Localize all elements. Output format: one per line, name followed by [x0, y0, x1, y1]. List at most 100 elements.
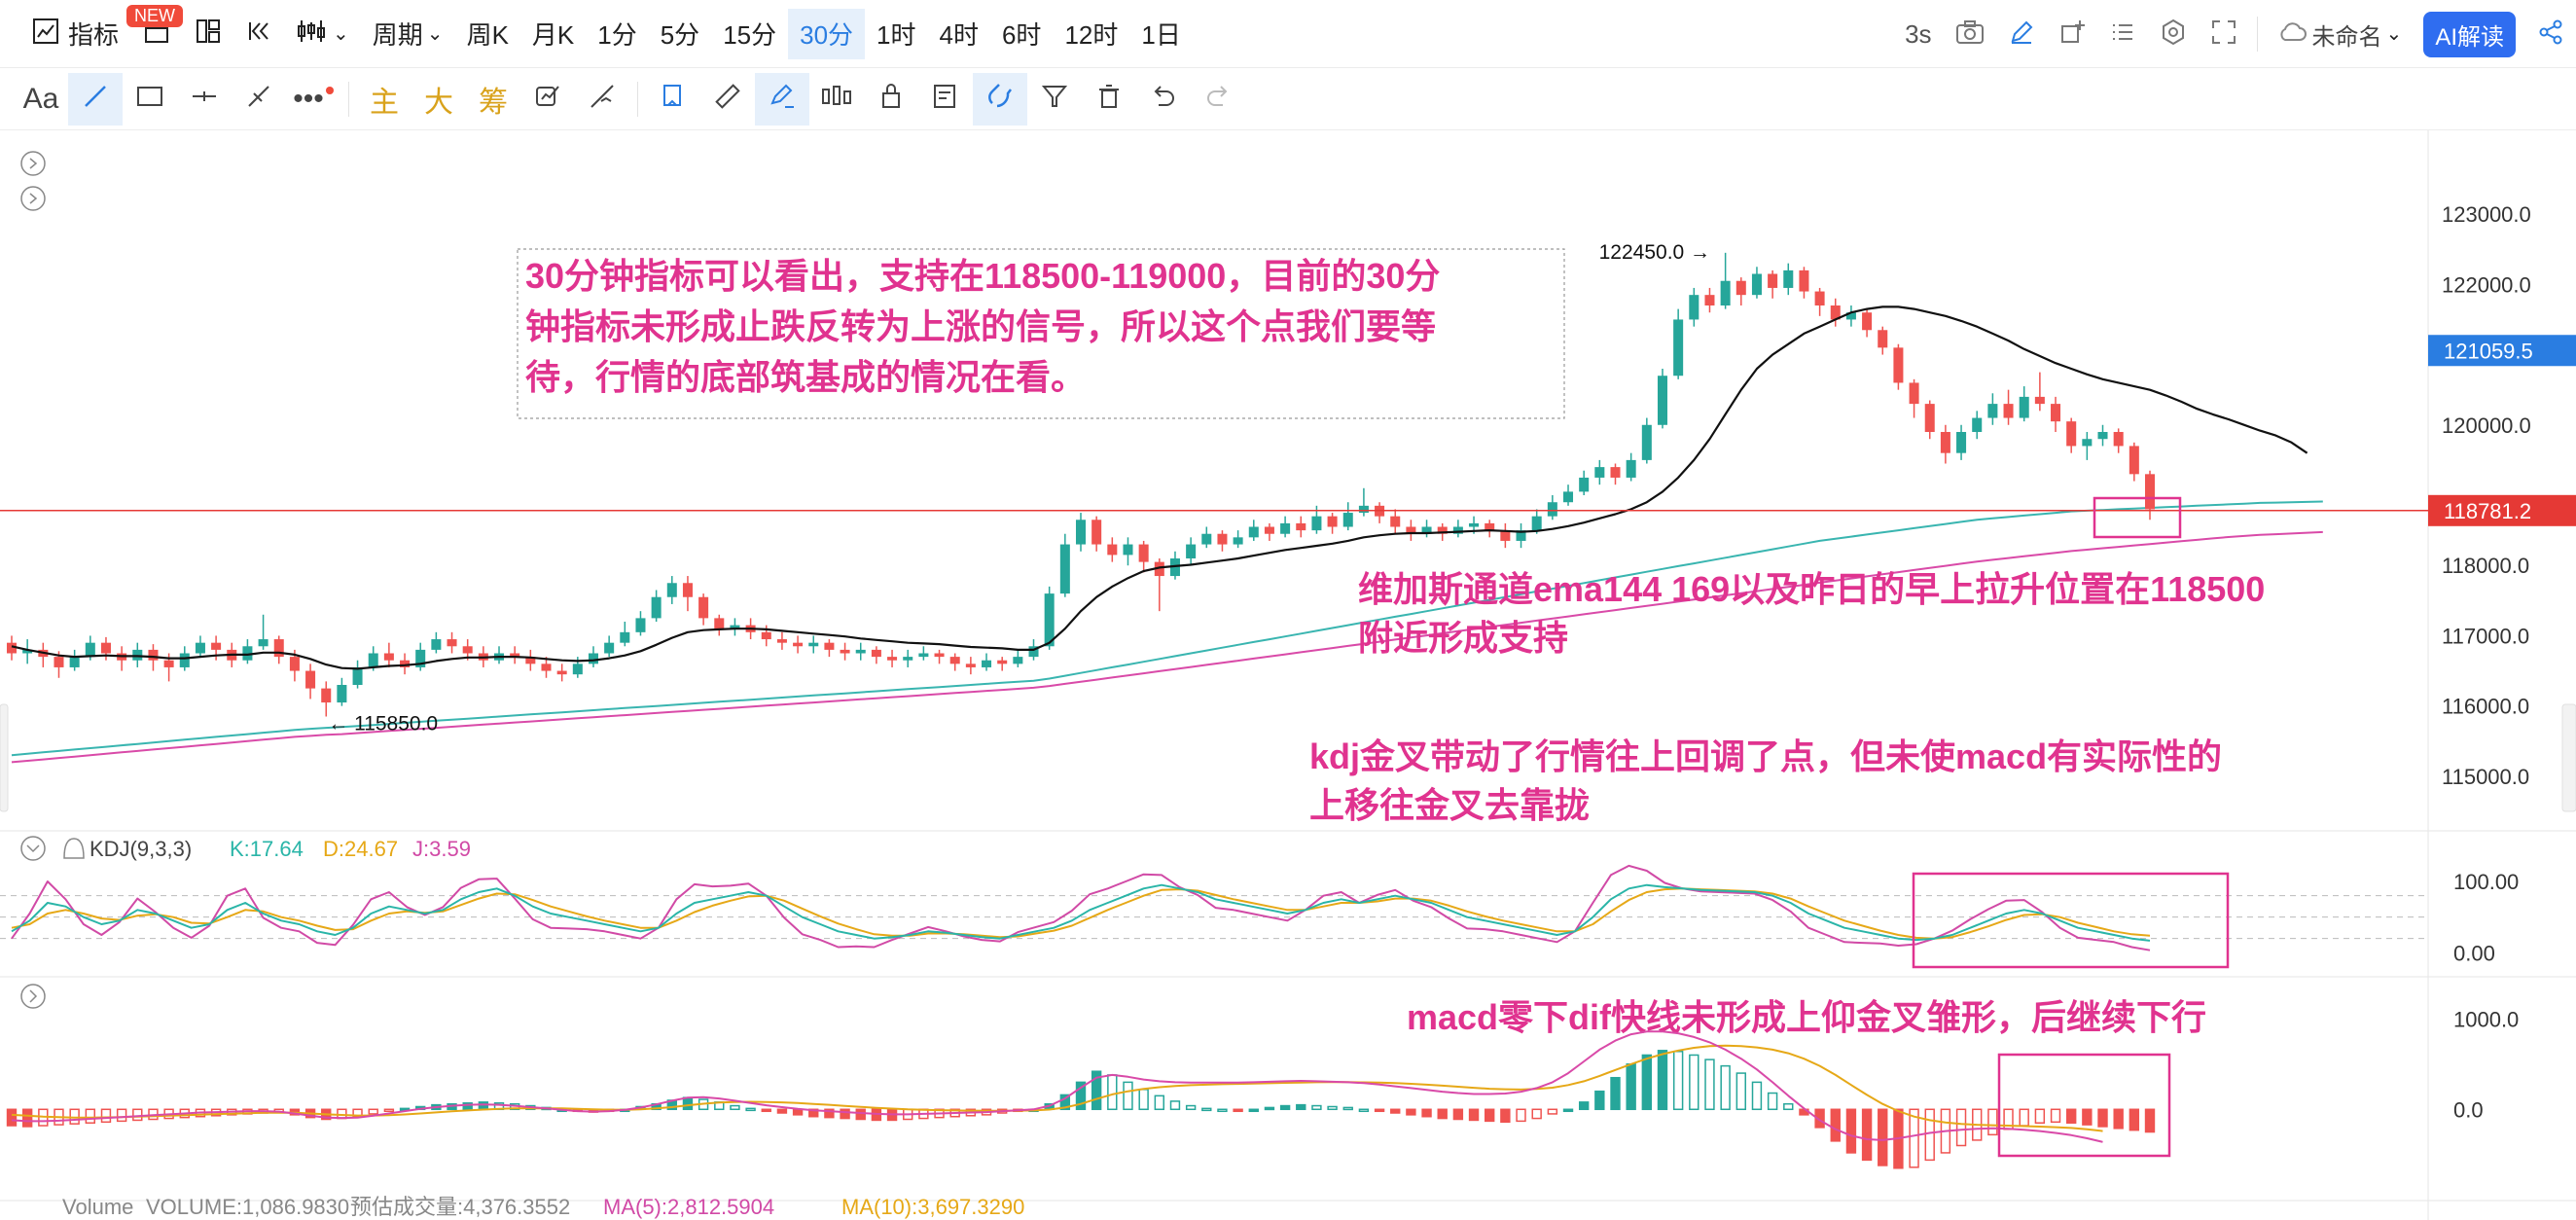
chip-tool[interactable]: 筹 [479, 86, 508, 119]
candle-body [871, 649, 881, 658]
period-tab[interactable]: 6时 [1001, 20, 1042, 50]
candle-body [368, 653, 378, 667]
ruler-tool[interactable] [700, 73, 755, 126]
candle-body [1123, 544, 1133, 556]
draw-mode-tool[interactable] [755, 72, 809, 126]
refresh-interval[interactable]: 3s [1893, 9, 1943, 59]
candle-body [1657, 376, 1667, 425]
candle-body [918, 653, 929, 658]
settings-button[interactable] [2148, 9, 2199, 59]
candle-body [510, 653, 520, 658]
annotation-macd-text: macd零下dif快线未形成上仰金叉雏形，后继续下行 [1407, 997, 2206, 1037]
period-tab[interactable]: 月K [531, 20, 575, 50]
candle-tool[interactable] [809, 73, 864, 126]
lock-tool[interactable] [864, 73, 918, 126]
rectangle-tool[interactable] [123, 73, 177, 126]
layout-name-dropdown[interactable]: 未命名 ⌄ [2266, 9, 2415, 59]
rewind-icon [245, 18, 272, 50]
chart-type-button[interactable]: ⌄ [284, 9, 361, 59]
annotation-kdj-text: 上移往金叉去靠拢 [1309, 785, 1590, 825]
macd-histogram-bar [2144, 1108, 2156, 1133]
period-tab[interactable]: 1日 [1141, 20, 1181, 50]
list-button[interactable] [2097, 9, 2148, 59]
candle-body [2129, 446, 2139, 475]
macd-dif-line [11, 1030, 2103, 1143]
macd-histogram-bar [2082, 1108, 2093, 1126]
ai-interpret-button[interactable]: AI解读 [2423, 11, 2516, 57]
kdj-legend-k: K:17.64 [230, 837, 304, 861]
more-tools[interactable]: ••• [286, 73, 340, 126]
delete-tool[interactable] [1082, 73, 1136, 126]
candle-body [1406, 526, 1416, 534]
lock-icon [877, 82, 905, 116]
highlight-box-price [2093, 496, 2182, 539]
macd-histogram-bar [1955, 1108, 1967, 1147]
candle-body [635, 618, 646, 632]
add-chart-button[interactable] [2047, 9, 2097, 59]
candle-body [1909, 382, 1919, 405]
red-dot-icon [325, 86, 334, 94]
macd-histogram-bar [1327, 1105, 1338, 1111]
trend-line-tool[interactable] [68, 72, 123, 126]
ray-tool[interactable] [232, 73, 286, 126]
gear-icon [2160, 18, 2187, 51]
volume-legend: VOLUME:1,086.9830 [146, 1195, 349, 1219]
macd-histogram-bar [1468, 1108, 1480, 1122]
candle-body [1138, 544, 1149, 562]
period-tab[interactable]: 4时 [939, 20, 979, 50]
macd-histogram-bar [1123, 1081, 1133, 1111]
candle-body [85, 642, 95, 658]
compare-tool[interactable] [520, 73, 575, 126]
font-tool[interactable]: Aa [22, 82, 59, 115]
macd-histogram-bar [1311, 1104, 1322, 1111]
share-button[interactable] [2525, 9, 2576, 59]
candle-body [431, 639, 442, 650]
candle-body [651, 596, 662, 619]
candle-body [1783, 269, 1794, 288]
candle-body [1280, 522, 1291, 534]
main-indicator-tool[interactable]: 主 [370, 86, 399, 119]
macd-histogram-bar [1830, 1108, 1841, 1142]
period-tab[interactable]: 30分 [788, 8, 866, 59]
macd-histogram-bar [2097, 1108, 2108, 1128]
horizontal-line-tool[interactable] [177, 73, 232, 126]
indicator-button[interactable]: 指标 NEW [19, 4, 183, 59]
period-tab[interactable]: 5分 [660, 20, 700, 50]
note-tool[interactable] [918, 73, 973, 126]
undo-tool[interactable] [1136, 73, 1191, 126]
candle-body [903, 657, 913, 661]
expand-icon [20, 186, 46, 211]
candle-body [2113, 432, 2124, 447]
flag-tool[interactable] [646, 73, 700, 126]
candle-body [965, 664, 976, 667]
period-tab[interactable]: 15分 [723, 20, 777, 50]
magnet-tool[interactable] [973, 72, 1027, 126]
signal-tool[interactable] [575, 73, 629, 126]
period-tab[interactable]: 周K [466, 20, 509, 50]
candle-body [666, 583, 677, 597]
big-order-tool[interactable]: 大 [424, 86, 453, 119]
replay-button[interactable] [233, 9, 284, 59]
period-tab[interactable]: 12时 [1064, 20, 1119, 50]
scroll-handle [0, 703, 9, 812]
share-icon [2537, 18, 2564, 51]
layout-button[interactable] [183, 9, 233, 59]
chart-canvas[interactable]: 123000.0 122000.0 120000.0 118000.0 117000.0… [0, 130, 2576, 1220]
macd-histogram-bar [855, 1108, 866, 1121]
expand-icon [20, 984, 46, 1009]
candle-body [1469, 522, 1480, 527]
bookmark-icon [659, 82, 688, 116]
macd-histogram-bar [1154, 1094, 1165, 1111]
period-tab[interactable]: 1时 [877, 20, 916, 50]
period-tab[interactable]: 1分 [597, 20, 637, 50]
macd-histogram-bar [840, 1108, 850, 1120]
period-dropdown[interactable]: 周期 ⌄ [361, 9, 455, 59]
candle-body [1201, 533, 1212, 545]
filter-tool[interactable] [1027, 73, 1082, 126]
screenshot-button[interactable] [1944, 9, 1996, 59]
draw-button[interactable] [1996, 9, 2047, 59]
redo-tool[interactable] [1191, 73, 1245, 126]
chevron-down-icon: ⌄ [2385, 23, 2403, 45]
fullscreen-button[interactable] [2199, 9, 2249, 59]
current-price-label: 118781.2 [2444, 499, 2531, 523]
